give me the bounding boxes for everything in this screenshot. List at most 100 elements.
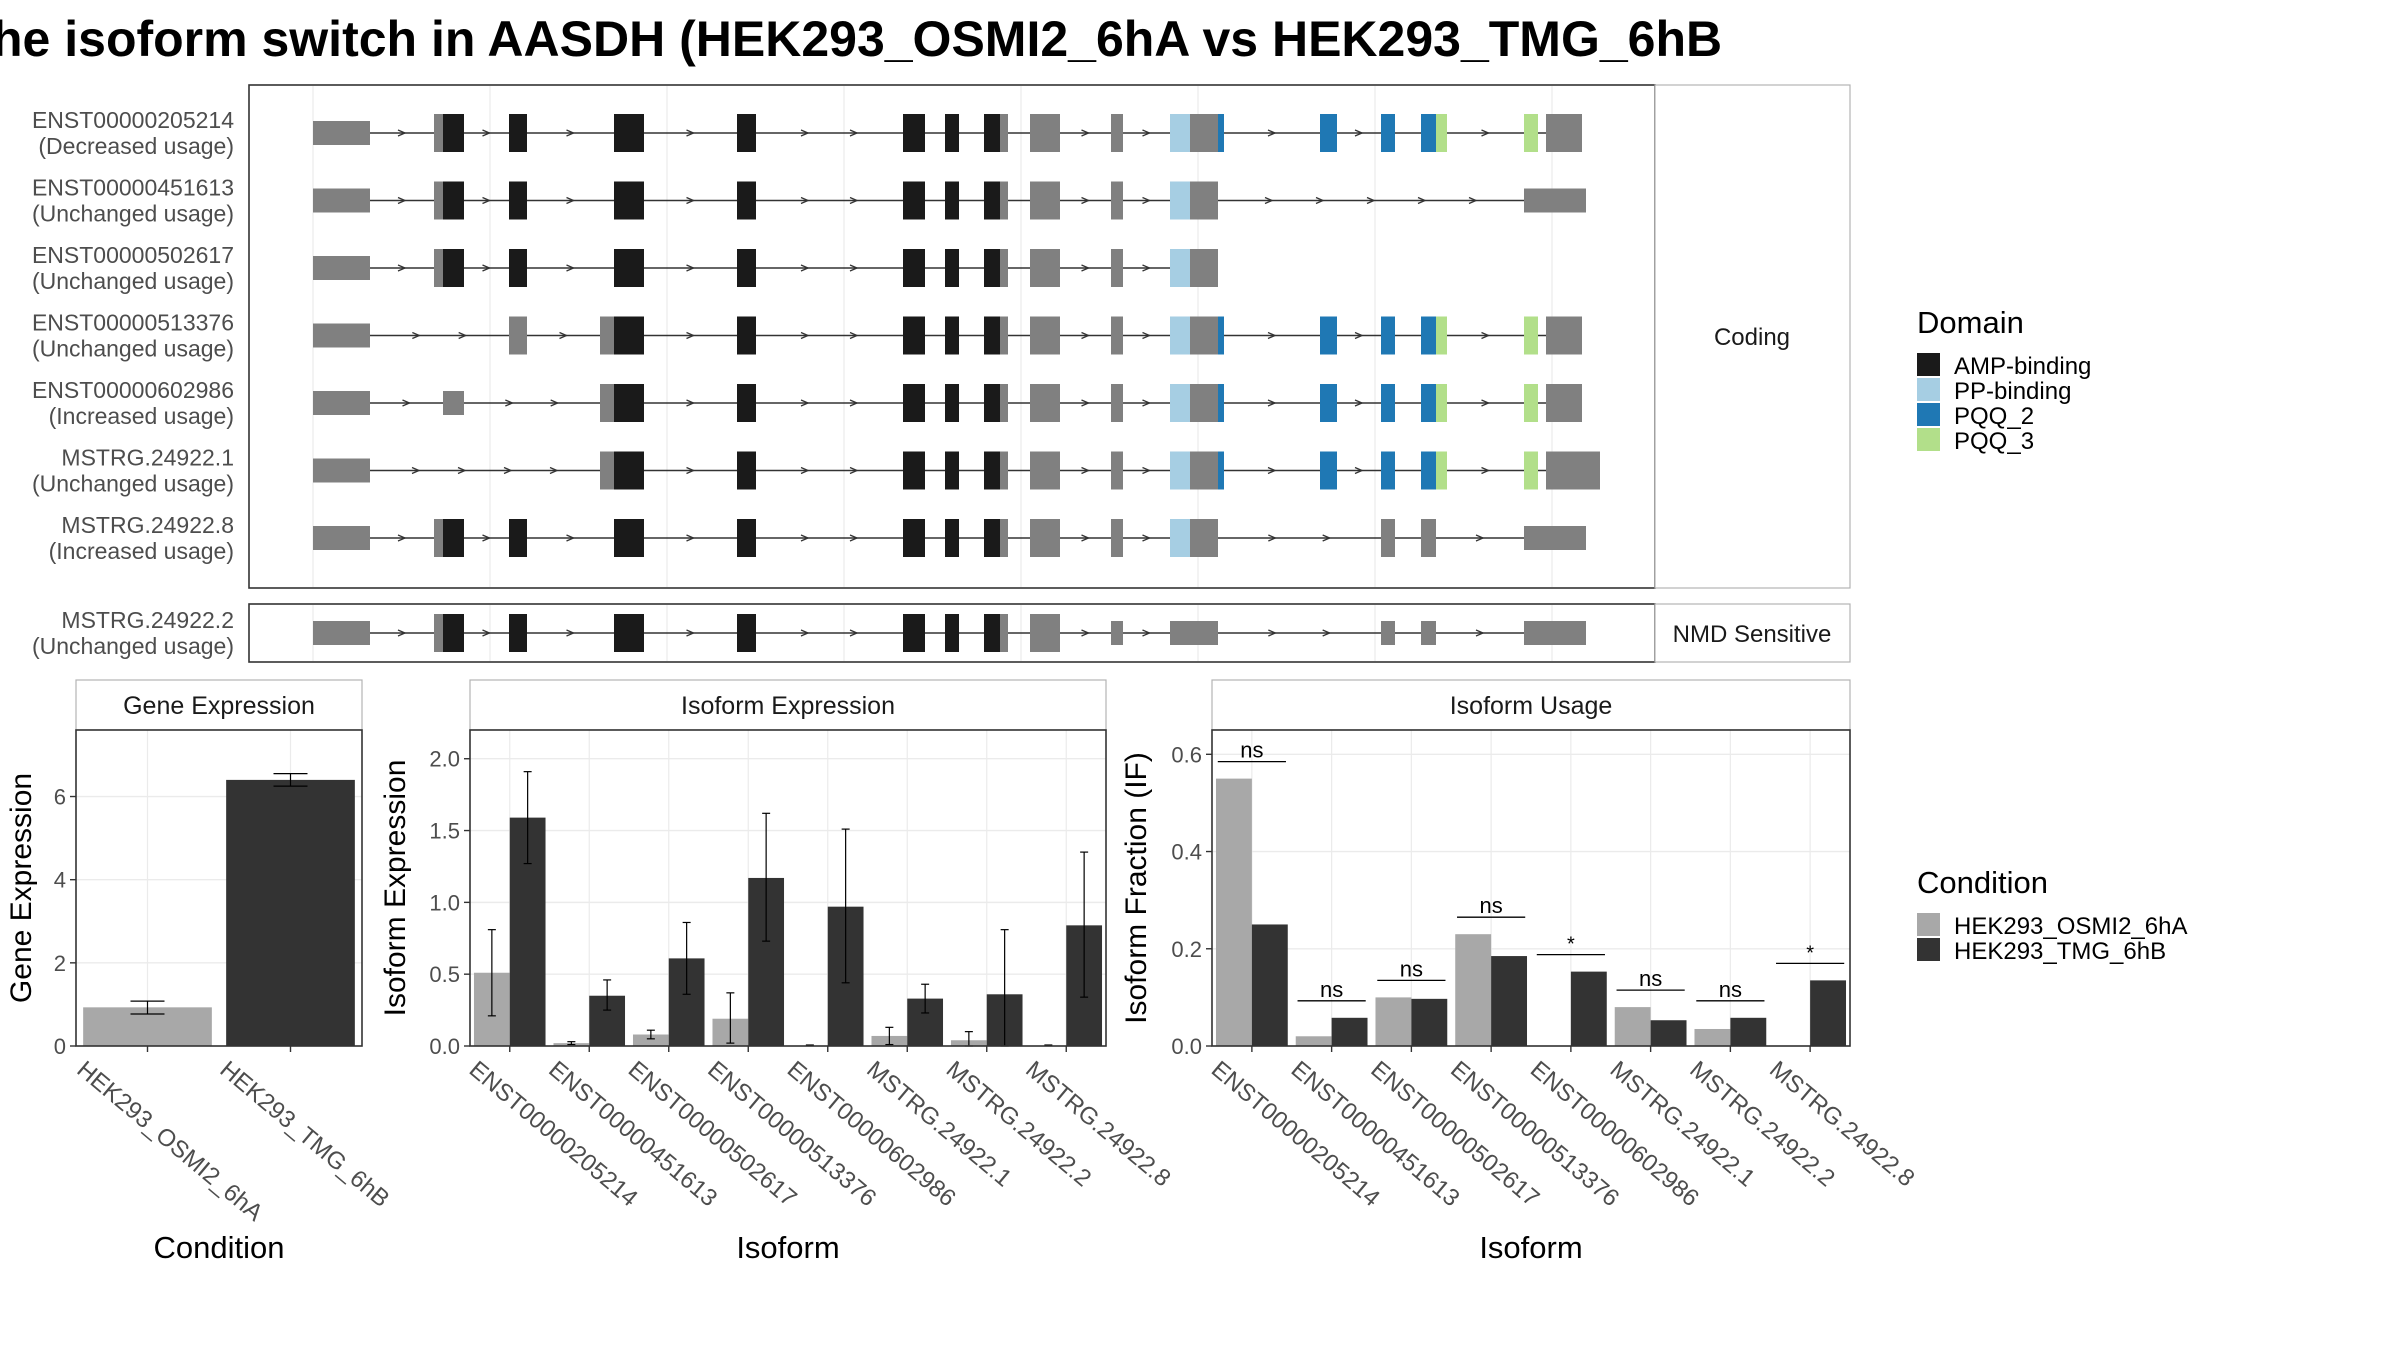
significance-label: ns xyxy=(1400,956,1423,981)
intron-arrow xyxy=(1268,629,1277,637)
transcript-id-label: MSTRG.24922.2 xyxy=(61,607,234,633)
intron-arrow xyxy=(1268,534,1277,542)
intron-arrow xyxy=(800,129,810,137)
domain-exon xyxy=(1381,316,1395,355)
coding-exon xyxy=(1190,181,1218,220)
legend-label-cond2: HEK293_TMG_6hB xyxy=(1954,938,2166,965)
intron-arrow xyxy=(566,264,576,272)
coding-exon xyxy=(1030,249,1060,287)
y-tick-label: 0.2 xyxy=(1171,937,1202,962)
intron-arrow xyxy=(397,264,407,272)
coding-exon xyxy=(1030,451,1060,490)
intron-arrow xyxy=(1475,534,1485,542)
gene-expression-facet-label: Gene Expression xyxy=(123,692,315,720)
domain-exon xyxy=(1218,384,1224,422)
domain-exon xyxy=(903,316,925,355)
isoform-expression-strip xyxy=(469,679,1107,731)
intron-arrow xyxy=(457,466,467,475)
coding-exon xyxy=(1546,115,1582,151)
intron-arrow xyxy=(1142,129,1152,137)
y-tick-label: 1.5 xyxy=(429,819,460,844)
intron-arrow xyxy=(1081,129,1091,137)
intron-arrow xyxy=(686,196,696,205)
domain-exon xyxy=(737,384,756,422)
intron-arrow xyxy=(566,534,576,542)
gene-expression-ylabel: Gene Expression xyxy=(5,773,38,1003)
domain-exon xyxy=(945,114,959,152)
intron-arrow xyxy=(411,466,421,475)
intron-arrow xyxy=(1081,629,1091,637)
intron-arrow xyxy=(397,196,407,205)
significance-label: ns xyxy=(1639,966,1662,991)
coding-exon xyxy=(1000,114,1008,152)
transcript-id-label: MSTRG.24922.1 xyxy=(61,445,234,471)
intron-arrow xyxy=(1267,129,1277,137)
intron-arrow xyxy=(482,264,492,272)
y-tick-label: 0.6 xyxy=(1171,742,1202,767)
intron-arrow xyxy=(566,196,576,205)
utr-exon xyxy=(443,391,464,415)
utr-exon xyxy=(1170,621,1190,645)
intron-arrow xyxy=(482,196,492,205)
x-tick-label: MSTRG.24922.1 xyxy=(861,1056,1016,1192)
x-tick-label: MSTRG.24922.8 xyxy=(1764,1056,1919,1192)
bar-cond2 xyxy=(1251,924,1288,1046)
domain-exon xyxy=(1170,249,1190,287)
isoform-usage-plot-border xyxy=(1211,729,1851,1047)
legend-key-pqq-2 xyxy=(1917,403,1940,426)
domain-exon xyxy=(614,519,644,557)
intron-arrow xyxy=(849,629,859,637)
utr-exon xyxy=(313,256,370,280)
intron-arrow xyxy=(686,331,696,340)
isoform-expression-plot-border xyxy=(469,729,1107,1047)
domain-exon xyxy=(903,451,925,490)
domain-exon xyxy=(1436,384,1447,422)
legend-label-pp-binding: PP-binding xyxy=(1954,378,2071,405)
intron-arrow xyxy=(1081,264,1091,272)
intron-arrow xyxy=(397,534,407,542)
coding-exon xyxy=(1111,519,1123,557)
transcript-id-label: ENST00000205214 xyxy=(32,107,234,133)
legend-key-cond1 xyxy=(1917,913,1940,936)
coding-exon xyxy=(1030,316,1060,355)
condition-legend: Condition HEK293_OSMI2_6hA HEK293_TMG_6h… xyxy=(1917,865,2187,965)
domain-exon xyxy=(1170,519,1190,557)
domain-exon xyxy=(737,316,756,355)
domain-exon xyxy=(1421,114,1436,152)
utr-exon xyxy=(313,121,370,145)
intron-arrow xyxy=(1468,196,1478,205)
intron-arrow xyxy=(849,331,859,340)
domain-exon xyxy=(984,451,1000,490)
intron-arrow xyxy=(503,466,513,475)
coding-exon xyxy=(434,114,443,152)
intron-arrow xyxy=(482,129,492,137)
domain-exon xyxy=(984,114,1000,152)
domain-exon xyxy=(443,519,464,557)
significance-label: ns xyxy=(1480,893,1503,918)
coding-exon xyxy=(1000,249,1008,287)
domain-exon xyxy=(1320,384,1337,422)
isoform-usage-strip xyxy=(1211,679,1851,731)
intron-arrow xyxy=(1481,129,1491,137)
intron-arrow xyxy=(1142,196,1152,205)
domain-exon xyxy=(737,614,756,652)
bar-cond1 xyxy=(1614,1007,1651,1046)
domain-exon xyxy=(614,451,644,490)
intron-arrow xyxy=(1481,399,1491,407)
legend-key-pqq-3 xyxy=(1917,428,1940,451)
coding-exon xyxy=(1111,316,1123,355)
intron-arrow xyxy=(1354,129,1364,137)
domain-exon xyxy=(1524,114,1538,152)
domain-exon xyxy=(945,451,959,490)
domain-exon xyxy=(1170,384,1190,422)
isoform-usage-ylabel: Isoform Fraction (IF) xyxy=(1120,752,1153,1024)
nmd-transcript-rows: MSTRG.24922.2(Unchanged usage) xyxy=(32,607,1586,659)
domain-exon xyxy=(443,614,464,652)
isoform-usage-facet-label: Isoform Usage xyxy=(1450,692,1613,720)
intron-arrow xyxy=(800,399,810,407)
domain-exon xyxy=(1524,384,1538,422)
intron-arrow xyxy=(1481,331,1491,340)
domain-exon xyxy=(443,181,464,220)
utr-exon xyxy=(1421,621,1436,645)
intron-arrow xyxy=(800,534,810,542)
